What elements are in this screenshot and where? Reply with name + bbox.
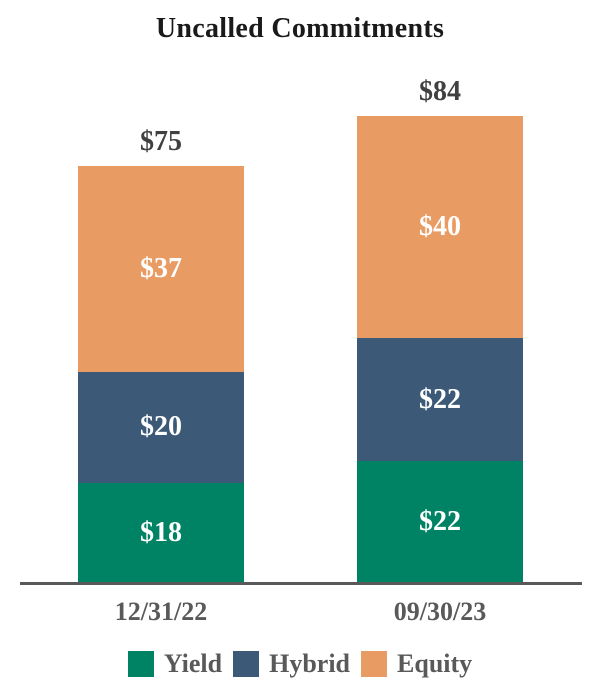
bar-segment-hybrid-2: $22 — [357, 338, 523, 461]
segment-value-label: $22 — [419, 383, 461, 415]
segment-value-label: $18 — [140, 516, 182, 548]
bar-segment-yield-1: $18 — [78, 482, 244, 583]
legend-label-yield: Yield — [163, 649, 223, 678]
chart-title: Uncalled Commitments — [155, 13, 445, 44]
hybrid-swatch-icon — [233, 651, 260, 677]
segment-value-label: $40 — [419, 211, 461, 243]
bar-total-label-1: $75 — [140, 126, 182, 157]
legend-item-hybrid: Hybrid — [233, 651, 350, 677]
bar-segment-equity-1: $37 — [78, 166, 244, 372]
bar-segment-yield-2: $22 — [357, 460, 523, 583]
legend-item-yield: Yield — [127, 649, 223, 678]
bar-total-label-2: $84 — [419, 76, 461, 107]
legend: Yield Hybrid Equity — [0, 651, 600, 677]
equity-swatch-icon — [361, 651, 388, 677]
legend-item-equity: Equity — [361, 651, 472, 677]
legend-label-equity: Equity — [397, 649, 473, 678]
x-axis-label-2: 09/30/23 — [393, 597, 487, 626]
x-axis-label-1: 12/31/22 — [114, 597, 208, 626]
bar-segment-hybrid-1: $20 — [78, 371, 244, 483]
bar-segment-equity-2: $40 — [357, 116, 523, 339]
x-axis-line — [20, 582, 582, 585]
segment-value-label: $22 — [419, 505, 461, 537]
segment-value-label: $20 — [140, 411, 182, 443]
yield-swatch-icon — [127, 651, 154, 677]
legend-label-hybrid: Hybrid — [269, 649, 351, 678]
segment-value-label: $37 — [140, 252, 182, 284]
